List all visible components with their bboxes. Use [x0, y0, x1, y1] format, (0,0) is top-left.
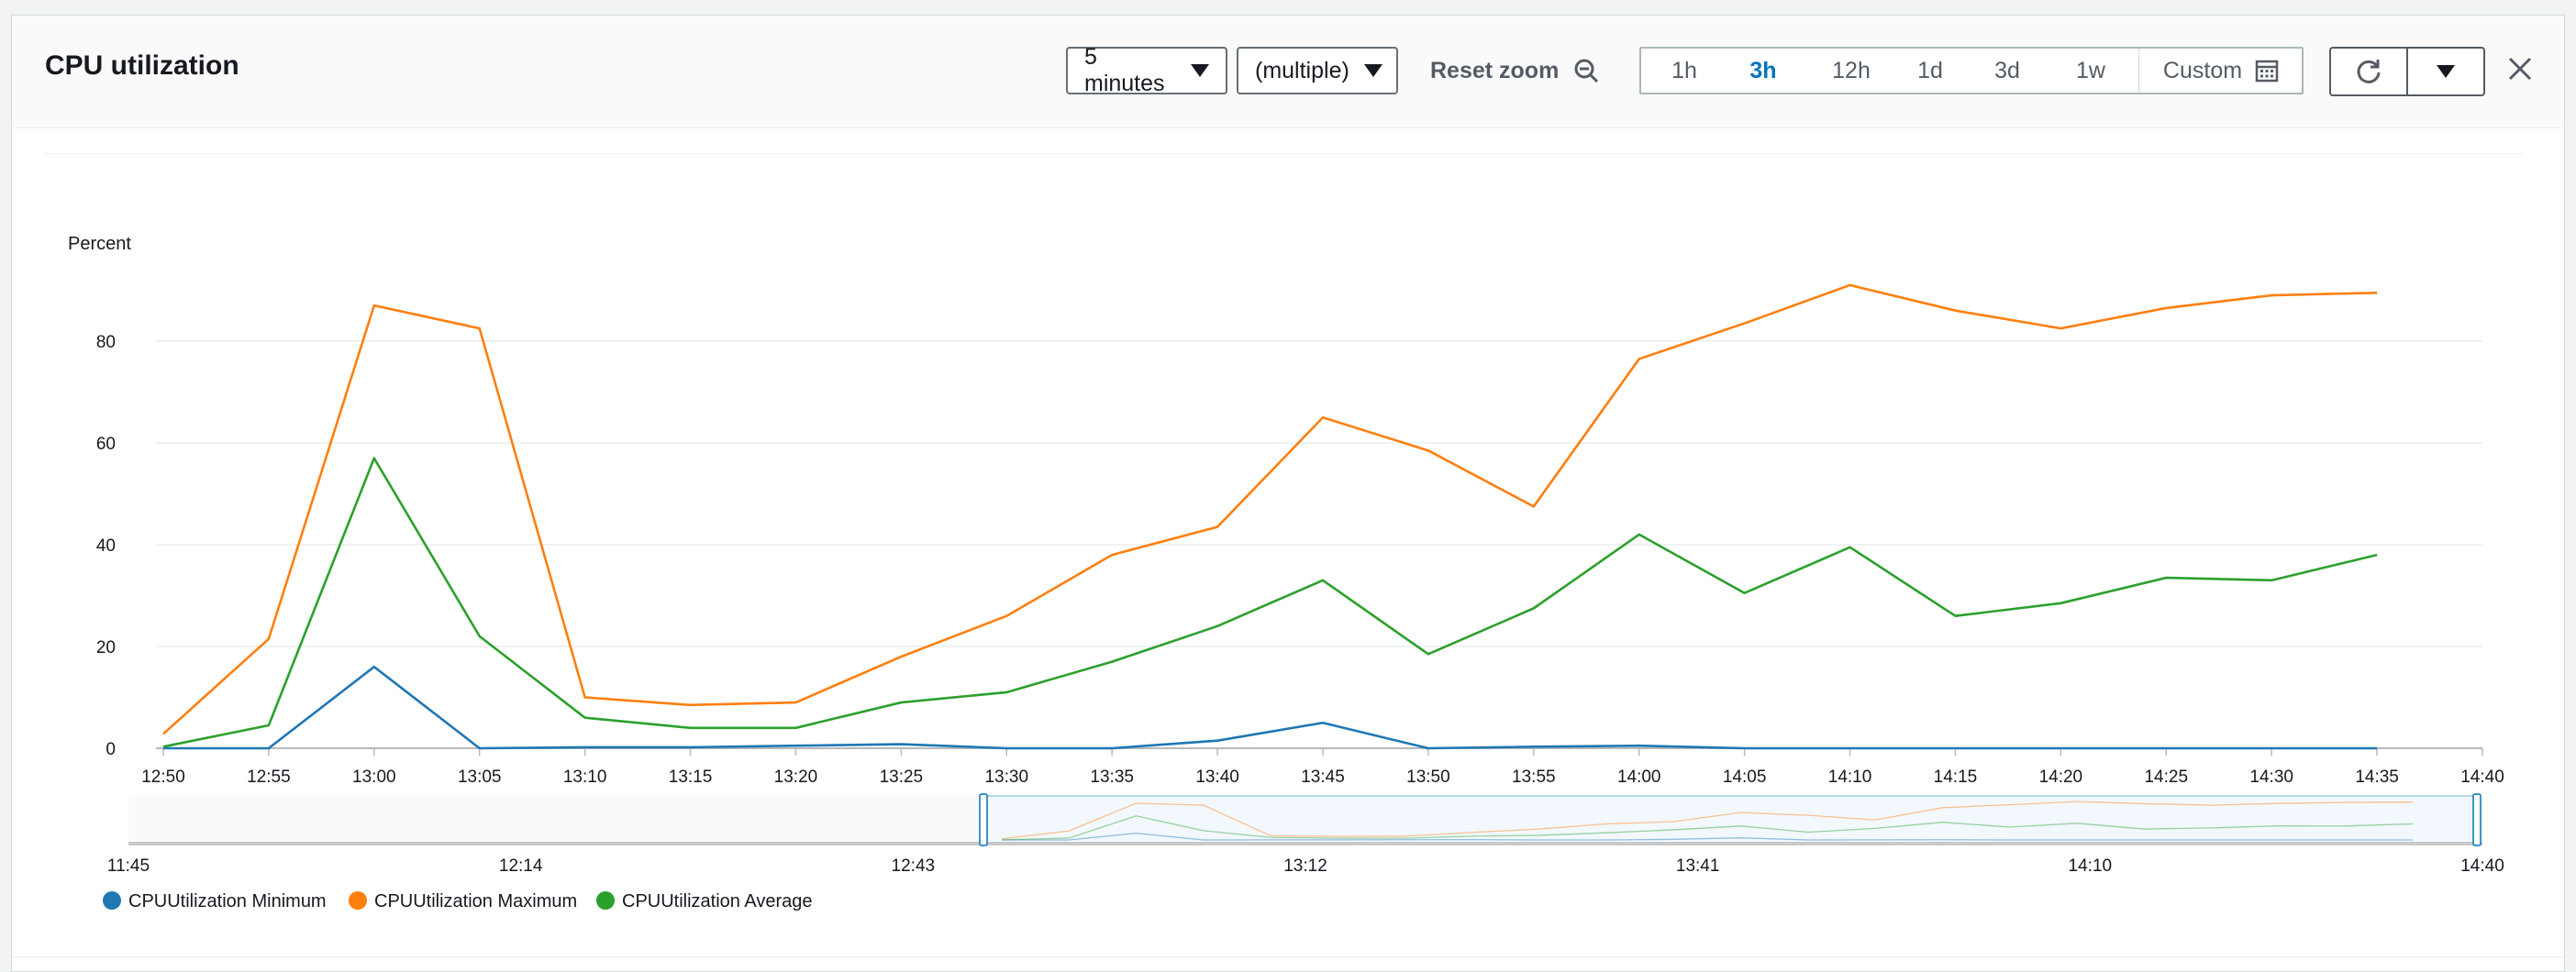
legend-swatch — [596, 891, 615, 910]
panel-title: CPU utilization — [45, 50, 239, 81]
time-range-12h[interactable]: 12h — [1832, 58, 1871, 83]
period-dropdown[interactable]: 5 minutes — [1066, 44, 1227, 96]
x-tick-label: 14:20 — [2039, 768, 2083, 787]
series-line-maximum[interactable] — [162, 283, 2378, 735]
x-tick-label: 13:40 — [1195, 768, 1239, 787]
y-tick-label: 60 — [96, 435, 116, 454]
x-tick-label: 14:15 — [1934, 768, 1978, 787]
x-tick-label: 14:05 — [1723, 768, 1767, 787]
overview-tick-label: 13:41 — [1676, 856, 1720, 876]
overview-series-line — [1001, 815, 2414, 841]
legend-swatch — [103, 891, 121, 910]
reset-zoom-label: Reset zoom — [1430, 57, 1560, 83]
time-range-1w[interactable]: 1w — [2076, 58, 2105, 83]
x-tick-label: 14:10 — [1828, 768, 1872, 787]
statistic-value: (multiple) — [1255, 57, 1349, 83]
y-axis-ticks: 0 20 40 60 80 — [96, 333, 116, 759]
caret-down-icon — [1363, 64, 1382, 77]
overview-tick-label: 14:40 — [2460, 856, 2504, 876]
x-tick-label: 14:40 — [2460, 768, 2504, 787]
overview-selection[interactable] — [983, 795, 2478, 845]
x-tick-label: 13:00 — [352, 768, 396, 787]
time-range-selector: 1h 3h 12h 1d 3d 1w Custom — [1639, 47, 2304, 94]
close-icon — [2508, 57, 2532, 81]
time-range-3h[interactable]: 3h — [1749, 58, 1777, 83]
x-tick-label: 13:10 — [563, 768, 607, 787]
legend-item-average[interactable]: CPUUtilization Average — [596, 891, 813, 911]
close-button[interactable] — [2500, 49, 2540, 89]
x-tick-label: 13:45 — [1301, 768, 1345, 787]
x-tick-label: 13:05 — [458, 768, 502, 787]
overview-tick-label: 12:14 — [499, 856, 543, 876]
y-axis-label: Percent — [68, 234, 131, 254]
legend-item-maximum[interactable]: CPUUtilization Maximum — [349, 891, 577, 911]
overview-series-line — [1002, 832, 2413, 841]
divider — [12, 956, 2564, 957]
statistic-dropdown[interactable]: (multiple) — [1237, 47, 1398, 94]
overview-tick-label: 14:10 — [2069, 856, 2113, 876]
x-tick-label: 14:35 — [2355, 768, 2399, 787]
divider — [45, 153, 2522, 154]
calendar-icon — [2255, 60, 2279, 83]
grid-lines — [156, 340, 2482, 749]
period-value: 5 minutes — [1084, 44, 1165, 96]
legend-item-minimum[interactable]: CPUUtilization Minimum — [103, 891, 327, 911]
series-line-average[interactable] — [162, 457, 2378, 748]
refresh-options-button[interactable] — [2406, 47, 2485, 96]
x-tick-label: 13:20 — [774, 768, 818, 787]
y-tick-label: 0 — [105, 740, 116, 759]
y-tick-label: 40 — [96, 536, 116, 556]
overview-series-line — [1001, 801, 2414, 840]
caret-down-icon — [1191, 64, 1209, 77]
overview-tick-label: 13:12 — [1283, 856, 1327, 876]
overview-left-handle[interactable] — [979, 793, 988, 846]
x-tick-label: 13:25 — [880, 768, 924, 787]
legend-label: CPUUtilization Minimum — [128, 891, 327, 911]
x-tick-label: 13:50 — [1406, 768, 1450, 787]
x-tick-label: 12:55 — [247, 768, 291, 787]
time-range-1d[interactable]: 1d — [1917, 58, 1943, 83]
x-tick-label: 13:55 — [1512, 768, 1556, 787]
overview-tick-label: 11:45 — [107, 856, 150, 876]
overview-right-handle[interactable] — [2472, 793, 2482, 846]
caret-down-icon — [2437, 65, 2455, 78]
series-line-minimum[interactable] — [163, 665, 2378, 750]
x-axis-ticks: 12:50 12:55 13:00 13:05 13:10 13:15 13:20 13:25… — [141, 748, 2504, 787]
legend-swatch — [349, 891, 367, 910]
custom-label: Custom — [2162, 57, 2243, 83]
legend-label: CPUUtilization Average — [622, 891, 813, 911]
overview-navigator[interactable]: 11:45 12:14 12:43 13:12 13:41 14:10 14:40 — [107, 793, 2504, 876]
time-range-1h[interactable]: 1h — [1671, 58, 1697, 83]
zoom-out-icon — [1574, 59, 1599, 83]
x-tick-label: 12:50 — [141, 768, 185, 787]
x-tick-label: 13:35 — [1090, 768, 1134, 787]
time-range-3d[interactable]: 3d — [1994, 58, 2020, 83]
x-tick-label: 13:15 — [669, 768, 713, 787]
y-tick-label: 80 — [96, 333, 116, 352]
overview-tick-label: 12:43 — [892, 856, 936, 876]
refresh-icon — [2357, 60, 2381, 83]
y-tick-label: 20 — [96, 638, 116, 657]
x-tick-label: 14:00 — [1617, 768, 1661, 787]
legend-label: CPUUtilization Maximum — [374, 891, 577, 911]
x-tick-label: 14:25 — [2144, 768, 2188, 787]
time-range-custom[interactable]: Custom — [2138, 49, 2303, 93]
x-tick-label: 14:30 — [2249, 768, 2293, 787]
reset-zoom-button[interactable]: Reset zoom — [1430, 47, 1599, 94]
x-tick-label: 13:30 — [984, 768, 1028, 787]
panel-header: CPU utilization 5 minutes (multiple) Res… — [12, 16, 2564, 128]
chart-legend: CPUUtilization Minimum CPUUtilization Max… — [103, 891, 813, 911]
series-lines — [162, 283, 2378, 750]
